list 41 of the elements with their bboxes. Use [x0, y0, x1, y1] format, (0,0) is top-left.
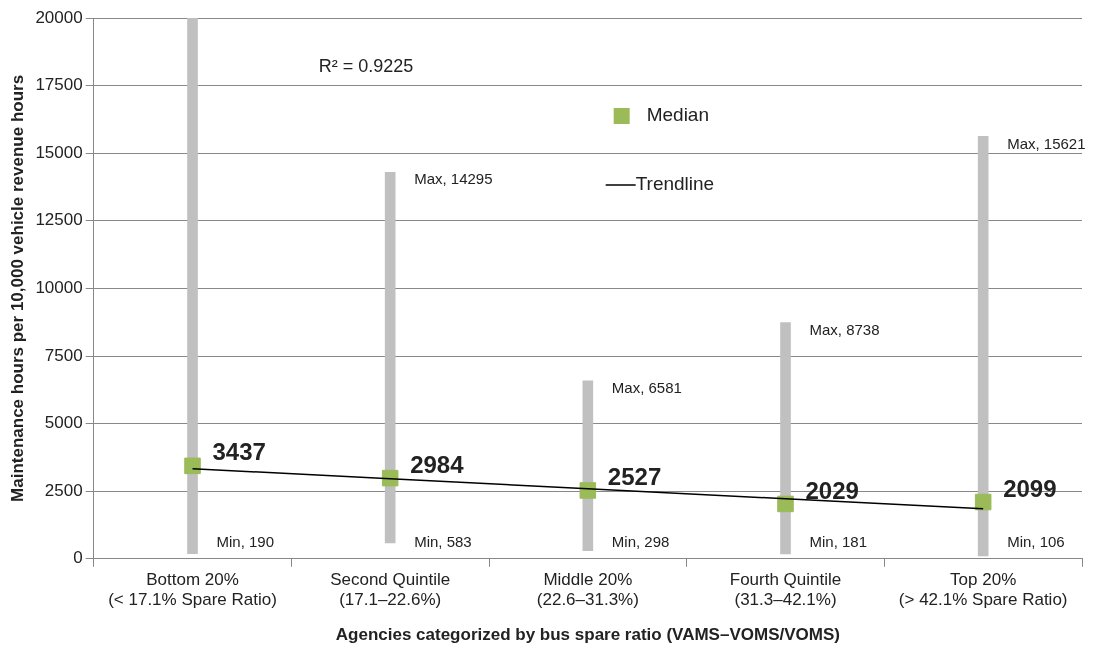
point	[381, 469, 399, 487]
x-axis-title: Agencies categorized by bus spare ratio (VAMS–VOMS/VOMS)	[335, 625, 840, 645]
legend-label: Median	[646, 104, 709, 126]
y-tick-label: 2500	[44, 480, 83, 500]
bar	[384, 171, 396, 544]
y-tick-label: 20000	[35, 7, 83, 27]
annotation: Max, 15621	[1007, 134, 1086, 152]
annotation: Min, 298	[611, 532, 670, 550]
annotation: Min, 181	[809, 532, 868, 550]
point	[974, 493, 992, 511]
annotation: Max, 6581	[611, 378, 682, 396]
point	[184, 457, 201, 475]
y-tick-label: 12500	[35, 210, 83, 230]
y-tick-label: 7500	[44, 345, 83, 365]
y-tick-label: 15000	[35, 142, 83, 162]
bar	[780, 322, 791, 555]
x-tick-label: Second Quintile (17.1–22.6%)	[330, 569, 451, 610]
data-label: 3437	[212, 438, 266, 466]
data-label: 2029	[805, 476, 859, 504]
legend-label: Trendline	[635, 173, 715, 195]
y-tick-label: 17500	[35, 75, 83, 95]
data-label: 2984	[410, 450, 465, 478]
annotation: Min, 190	[216, 532, 275, 550]
data-label: 2099	[1003, 474, 1057, 502]
annotation: Max, 8738	[809, 320, 880, 338]
y-tick-label: 0	[73, 548, 83, 568]
x-tick-label: Top 20% (> 42.1% Spare Ratio)	[898, 569, 1068, 610]
annotation: Max, 14295	[414, 170, 493, 188]
annotation: Min, 106	[1007, 532, 1065, 550]
bar	[187, 18, 198, 554]
y-tick-label: 10000	[35, 278, 83, 298]
bar	[977, 136, 989, 557]
data-label: 2527	[607, 463, 662, 491]
x-tick-label: Middle 20% (22.6–31.3%)	[536, 569, 639, 610]
point	[777, 495, 794, 513]
x-tick-label: Fourth Quintile (31.3–42.1%)	[729, 569, 842, 610]
x-tick-label: Bottom 20% (< 17.1% Spare Ratio)	[108, 569, 277, 610]
y-axis-title: Maintenance hours per 10,000 vehicle revenue hours	[7, 74, 27, 502]
annotation: Min, 583	[414, 532, 472, 550]
y-tick-label: 5000	[44, 413, 83, 433]
annotation: R² = 0.9225	[318, 55, 414, 76]
